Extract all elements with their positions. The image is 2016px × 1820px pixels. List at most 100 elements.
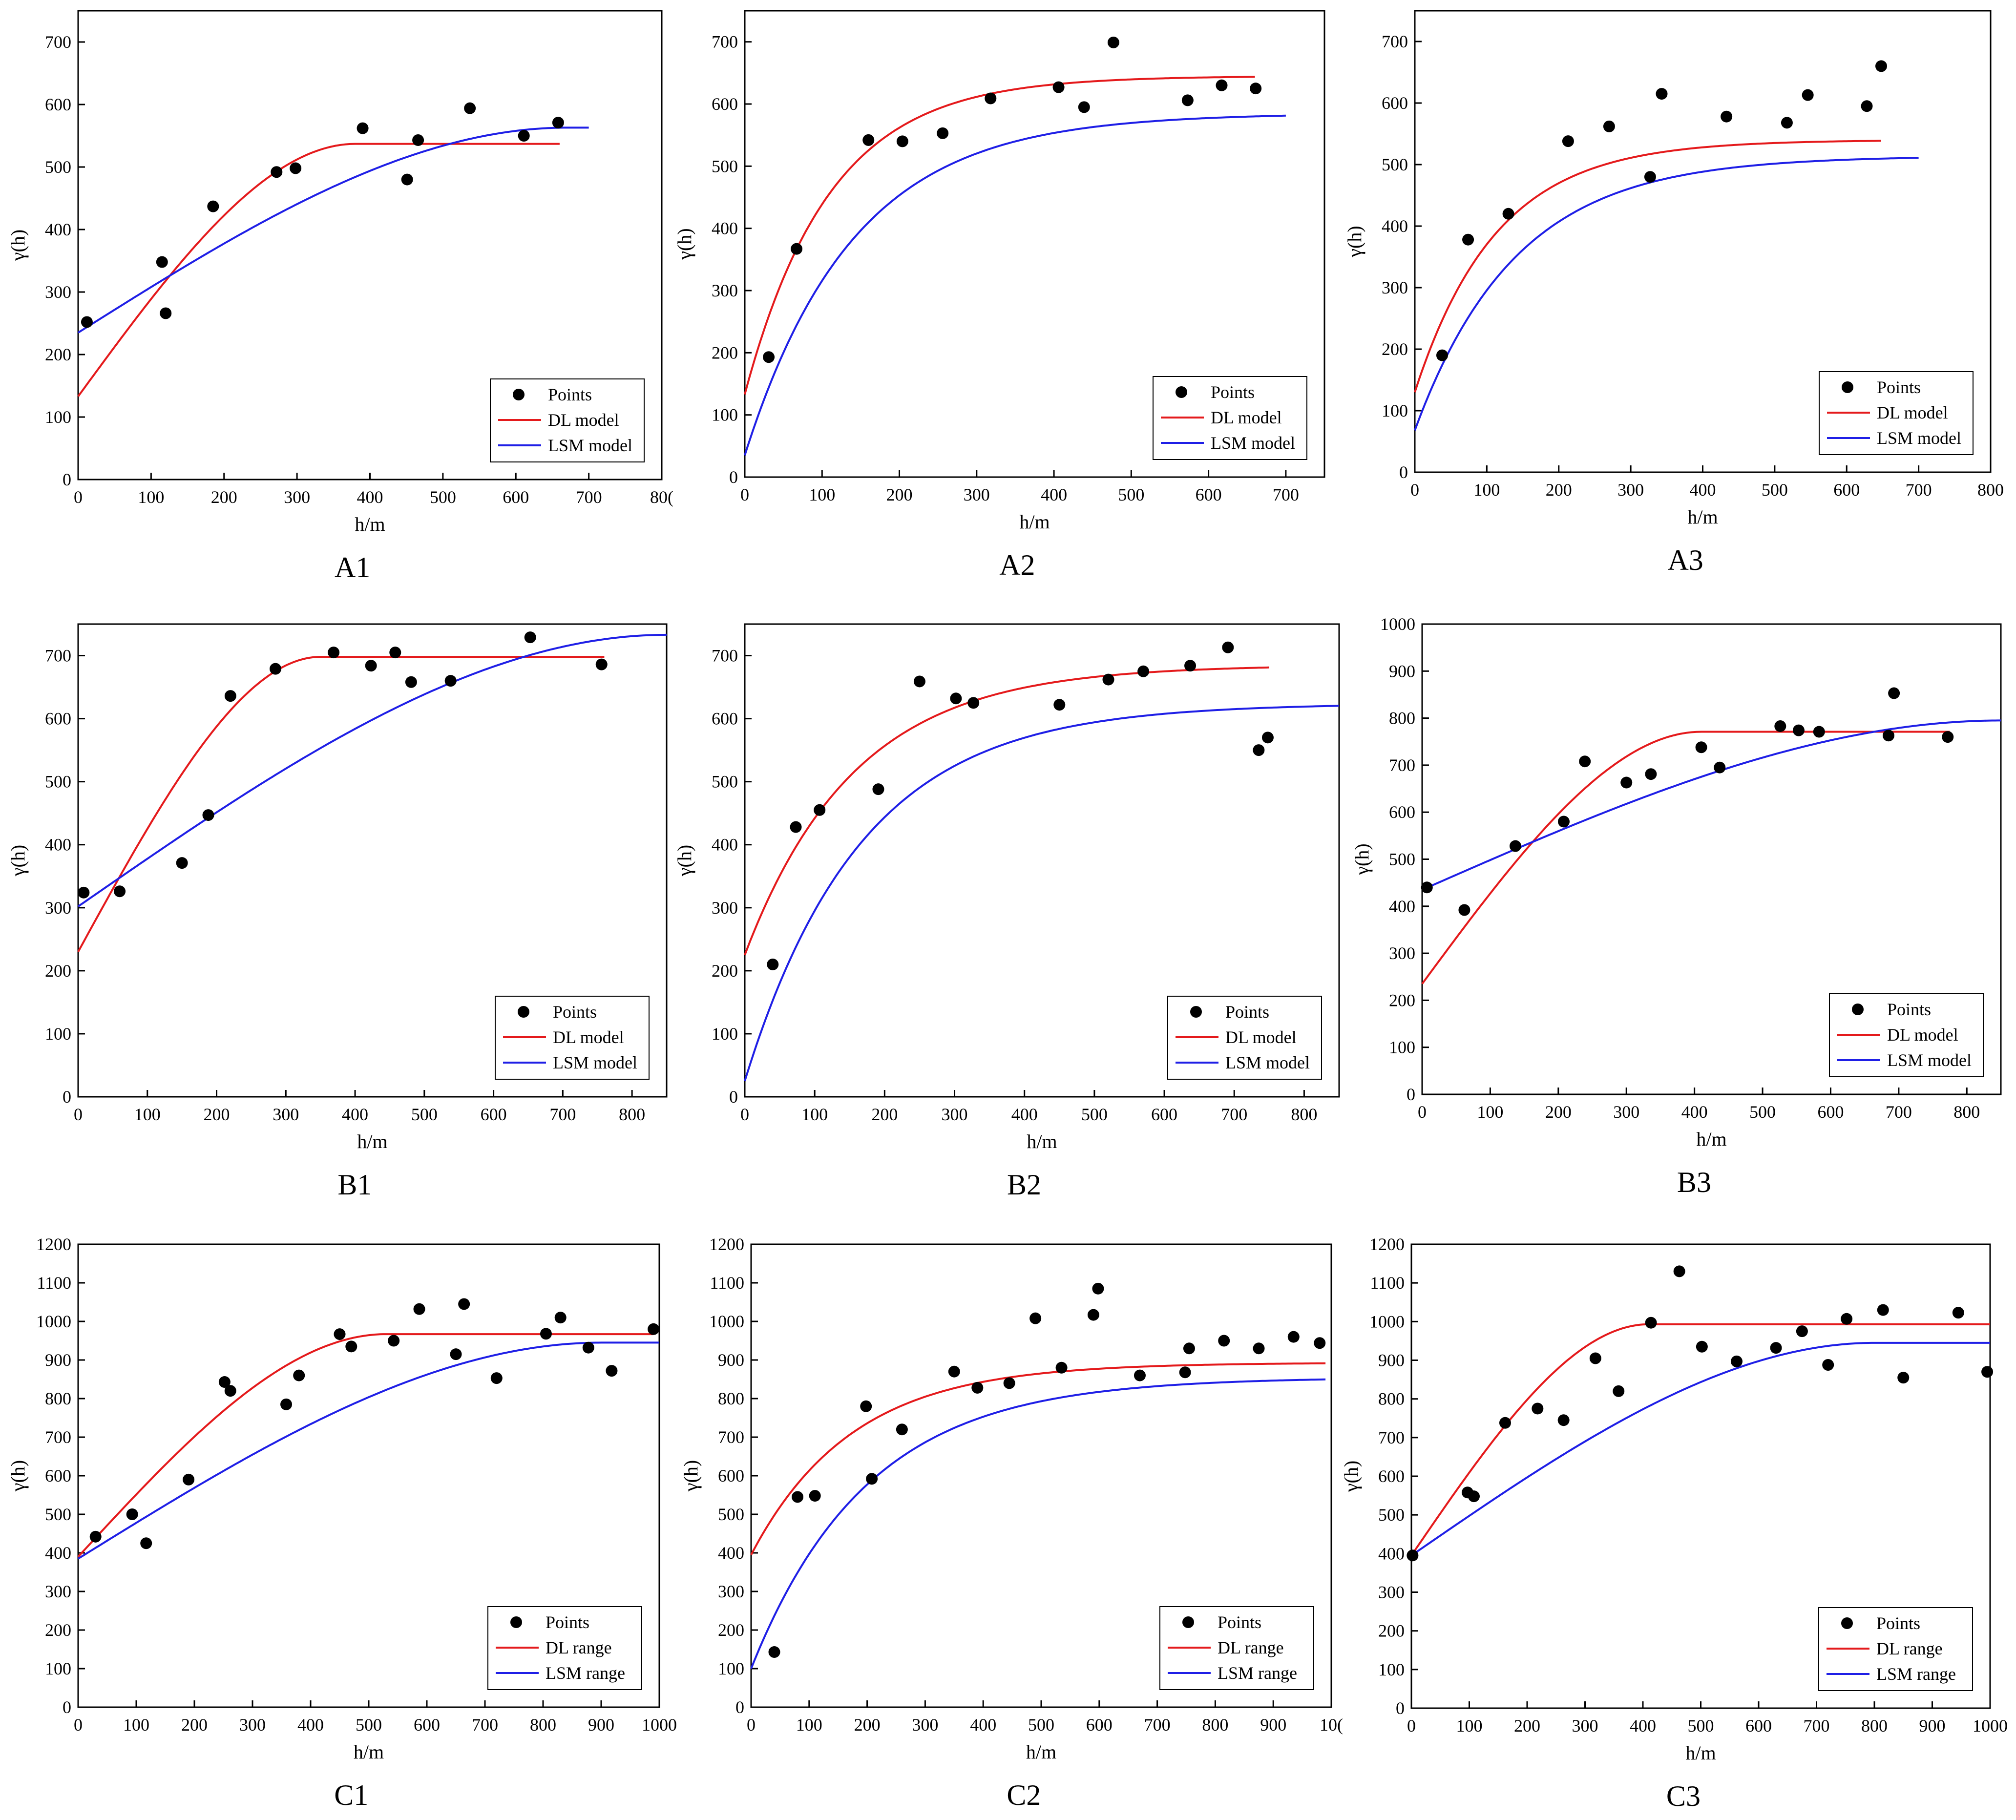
data-point xyxy=(1952,1307,1964,1319)
data-point xyxy=(224,1385,236,1397)
y-axis-label: γ(h) xyxy=(673,845,695,877)
data-point xyxy=(270,663,282,675)
x-tick-label: 80( xyxy=(650,487,673,507)
x-tick-label: 200 xyxy=(181,1715,208,1735)
x-tick-label: 700 xyxy=(1273,485,1299,504)
dl-model-curve xyxy=(1410,1323,1990,1556)
data-point xyxy=(792,1491,804,1503)
data-point xyxy=(1458,904,1470,916)
data-point xyxy=(1730,1355,1743,1367)
legend: Points DL range LSM range xyxy=(1818,1607,1973,1691)
data-point xyxy=(1603,120,1615,132)
chart-c1: 0 100 200 300 400 500 600 700 800 900 1000 0 100 200 3… xyxy=(7,1234,677,1811)
lsm-model-curve xyxy=(1414,157,1919,431)
data-point xyxy=(648,1323,660,1335)
y-tick-label: 400 xyxy=(1389,897,1415,916)
y-tick-label: 500 xyxy=(45,772,71,792)
data-point xyxy=(768,1646,780,1658)
y-axis-label: γ(h) xyxy=(1340,1461,1362,1492)
data-point xyxy=(464,102,476,114)
legend-entry-label: LSM model xyxy=(553,1053,637,1072)
x-axis-label: h/m xyxy=(1027,1130,1057,1152)
y-tick-label: 400 xyxy=(45,1543,71,1563)
legend-entry-label: Points xyxy=(553,1002,597,1022)
panel-label: B2 xyxy=(1007,1169,1041,1201)
y-tick-label: 1200 xyxy=(709,1234,744,1254)
y-tick-label: 600 xyxy=(1389,802,1415,822)
data-point xyxy=(1053,699,1066,711)
legend-points-marker xyxy=(1842,381,1853,393)
data-point xyxy=(1216,79,1228,91)
x-tick-label: 800 xyxy=(1953,1102,1980,1122)
data-point xyxy=(872,783,884,795)
y-tick-label: 700 xyxy=(718,1427,744,1447)
dl-model-curve xyxy=(1421,731,1950,984)
y-tick-label: 500 xyxy=(712,156,738,176)
data-point xyxy=(1253,744,1265,756)
y-tick-label: 1000 xyxy=(1369,1312,1405,1331)
x-tick-label: 0 xyxy=(740,485,749,504)
y-tick-label: 700 xyxy=(1378,1428,1405,1447)
x-tick-label: 600 xyxy=(1745,1716,1772,1736)
data-point xyxy=(767,958,779,970)
y-tick-label: 600 xyxy=(45,1466,71,1485)
legend-entry-label: DL model xyxy=(1877,403,1948,422)
panel-label: C2 xyxy=(1007,1779,1041,1811)
data-point xyxy=(1882,730,1894,742)
legend-entry-label: DL model xyxy=(553,1027,624,1047)
x-tick-label: 100 xyxy=(134,1105,161,1124)
data-point xyxy=(1137,665,1150,677)
y-tick-label: 500 xyxy=(718,1505,744,1524)
y-axis-label: γ(h) xyxy=(673,228,695,260)
data-point xyxy=(540,1328,552,1340)
data-point xyxy=(1052,81,1065,93)
x-tick-label: 500 xyxy=(430,487,456,507)
y-tick-label: 1000 xyxy=(1380,614,1415,634)
y-tick-label: 200 xyxy=(712,961,738,981)
legend-entry-label: LSM model xyxy=(1877,428,1961,448)
x-tick-label: 600 xyxy=(1817,1102,1844,1122)
data-point xyxy=(985,92,997,105)
data-point xyxy=(1107,36,1119,48)
x-tick-label: 0 xyxy=(74,1105,83,1124)
x-axis-label: h/m xyxy=(357,1130,387,1152)
legend-entry-label: DL model xyxy=(1887,1025,1958,1045)
x-tick-label: 600 xyxy=(1151,1105,1177,1124)
y-tick-label: 200 xyxy=(712,343,738,362)
data-point xyxy=(280,1398,293,1410)
x-tick-label: 100 xyxy=(1477,1102,1503,1122)
legend-entry-label: Points xyxy=(546,1612,589,1632)
x-tick-label: 300 xyxy=(942,1105,968,1124)
data-point xyxy=(948,1365,960,1378)
x-tick-label: 500 xyxy=(411,1105,438,1124)
legend-entry-label: LSM range xyxy=(1218,1663,1297,1683)
data-point xyxy=(412,134,424,146)
data-point xyxy=(524,631,536,644)
y-tick-label: 500 xyxy=(1378,1505,1405,1525)
data-point xyxy=(490,1372,503,1384)
data-point xyxy=(1184,660,1197,672)
data-point xyxy=(1796,1325,1808,1338)
data-point xyxy=(1557,1414,1570,1426)
x-tick-label: 400 xyxy=(1041,485,1067,504)
y-tick-label: 100 xyxy=(1378,1660,1405,1679)
x-tick-label: 200 xyxy=(854,1715,881,1735)
legend: Points DL range LSM range xyxy=(1159,1606,1314,1690)
data-point xyxy=(78,886,90,899)
y-tick-label: 700 xyxy=(45,646,71,666)
data-point xyxy=(950,692,962,705)
x-axis-label: h/m xyxy=(1687,506,1718,528)
y-tick-label: 900 xyxy=(45,1350,71,1370)
data-point xyxy=(1407,1549,1419,1562)
y-tick-label: 600 xyxy=(712,709,738,729)
data-point xyxy=(971,1381,984,1394)
legend: Points DL model LSM model xyxy=(490,378,645,462)
y-tick-label: 700 xyxy=(712,646,738,666)
y-tick-label: 600 xyxy=(45,709,71,729)
legend-entry-label: Points xyxy=(1876,1613,1920,1633)
data-point xyxy=(1897,1372,1910,1384)
legend-entry-label: Points xyxy=(1211,382,1255,402)
x-tick-label: 200 xyxy=(871,1105,898,1124)
y-tick-label: 0 xyxy=(735,1697,744,1717)
y-tick-label: 0 xyxy=(63,1697,71,1717)
